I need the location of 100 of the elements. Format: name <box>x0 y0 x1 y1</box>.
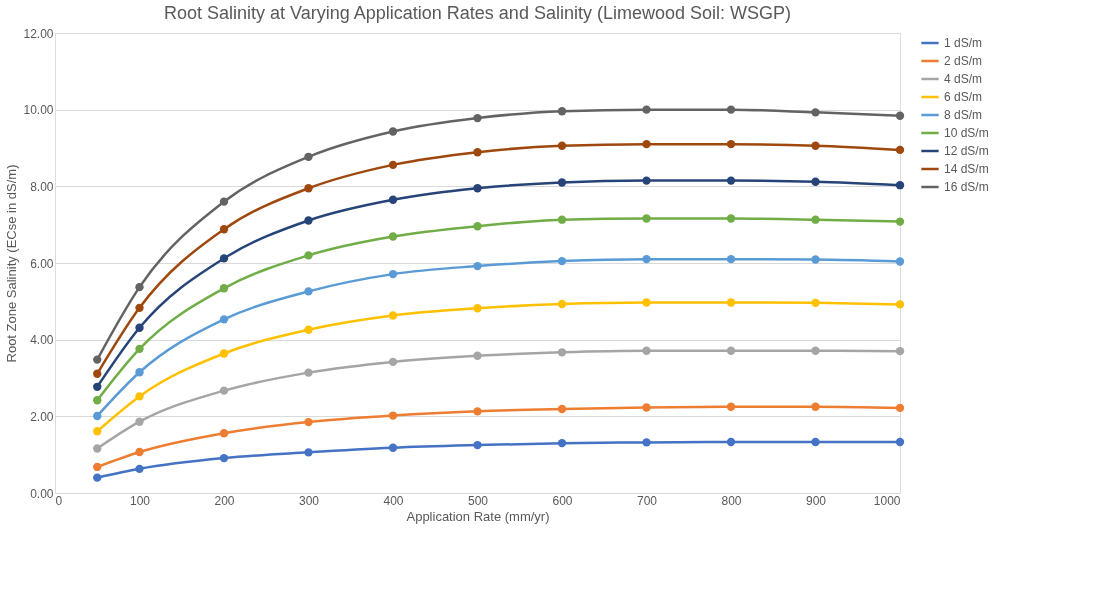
point <box>388 127 398 136</box>
point <box>219 254 229 263</box>
point <box>388 232 398 241</box>
point <box>557 178 567 187</box>
point <box>895 111 905 120</box>
x-tick-label: 400 <box>383 493 404 508</box>
point <box>135 417 144 426</box>
y-tick-label: 2.00 <box>30 409 54 424</box>
x-tick-label: 200 <box>214 493 235 508</box>
point <box>895 217 905 226</box>
point <box>93 355 102 364</box>
point <box>726 105 736 114</box>
legend-label: 16 dS/m <box>944 180 989 194</box>
point <box>726 346 736 355</box>
legend-label: 2 dS/m <box>944 54 983 68</box>
point <box>642 139 651 149</box>
legend-label: 14 dS/m <box>944 162 989 176</box>
point <box>642 298 651 307</box>
point <box>642 438 651 447</box>
point <box>219 284 229 293</box>
x-tick-label: 700 <box>636 493 658 508</box>
point <box>388 311 398 320</box>
point <box>473 440 482 450</box>
point <box>811 255 820 264</box>
point <box>135 392 144 401</box>
point <box>557 348 567 357</box>
point <box>135 303 144 313</box>
point <box>642 254 651 264</box>
point <box>557 299 567 309</box>
y-tick-label: 12.00 <box>23 26 54 41</box>
x-tick-label: 500 <box>467 493 489 508</box>
point <box>473 113 482 123</box>
y-tick-label: 10.00 <box>23 103 54 118</box>
y-tick-label: 4.00 <box>30 333 54 348</box>
point <box>895 403 905 413</box>
point <box>473 304 482 313</box>
point <box>388 443 398 452</box>
legend-label: 10 dS/m <box>944 126 989 140</box>
point <box>388 411 398 420</box>
point <box>93 396 102 405</box>
legend-label: 12 dS/m <box>944 144 989 158</box>
y-tick-label: 6.00 <box>30 256 54 271</box>
point <box>304 152 313 161</box>
point <box>726 254 736 264</box>
point <box>93 427 102 436</box>
legend-label: 8 dS/m <box>944 108 983 122</box>
point <box>811 141 820 150</box>
point <box>811 298 820 308</box>
point <box>473 148 482 157</box>
point <box>895 145 905 155</box>
point <box>304 287 313 296</box>
point <box>642 403 651 412</box>
point <box>388 160 398 170</box>
point <box>473 261 482 271</box>
point <box>895 346 905 356</box>
point <box>304 216 313 225</box>
point <box>811 437 820 447</box>
point <box>304 368 313 377</box>
point <box>726 214 736 223</box>
point <box>557 141 567 150</box>
x-axis-title: Application Rate (mm/yr) <box>406 508 550 524</box>
point <box>726 437 736 447</box>
point <box>304 448 313 457</box>
point <box>135 447 144 457</box>
point <box>219 349 229 358</box>
x-tick-label: 800 <box>721 493 742 508</box>
point <box>304 417 313 427</box>
point <box>557 215 567 224</box>
chart-title: Root Salinity at Varying Application Rates and Salinity (Limewood Soil: WSGP) <box>164 3 791 23</box>
point <box>473 222 482 231</box>
point <box>388 357 398 367</box>
x-tick-label: 900 <box>805 493 827 508</box>
point <box>642 176 651 185</box>
point <box>388 195 398 204</box>
point <box>895 257 905 266</box>
x-tick-label: 600 <box>552 493 573 508</box>
point <box>219 453 229 463</box>
point <box>388 269 398 279</box>
point <box>895 300 905 309</box>
y-tick-label: 0.00 <box>30 486 54 501</box>
y-tick-label: 8.00 <box>30 179 54 194</box>
point <box>304 325 313 334</box>
point <box>811 402 820 411</box>
x-tick-label: 0 <box>55 493 63 508</box>
point <box>642 105 651 114</box>
point <box>135 282 144 292</box>
point <box>93 369 102 378</box>
legend-label: 6 dS/m <box>944 90 983 104</box>
point <box>726 402 736 411</box>
point <box>304 184 313 193</box>
point <box>473 351 482 360</box>
point <box>895 181 905 190</box>
point <box>219 429 229 438</box>
point <box>642 214 651 223</box>
legend-label: 4 dS/m <box>944 72 983 86</box>
point <box>135 344 144 354</box>
point <box>219 386 229 395</box>
point <box>473 184 482 193</box>
point <box>219 197 229 206</box>
point <box>219 315 229 324</box>
